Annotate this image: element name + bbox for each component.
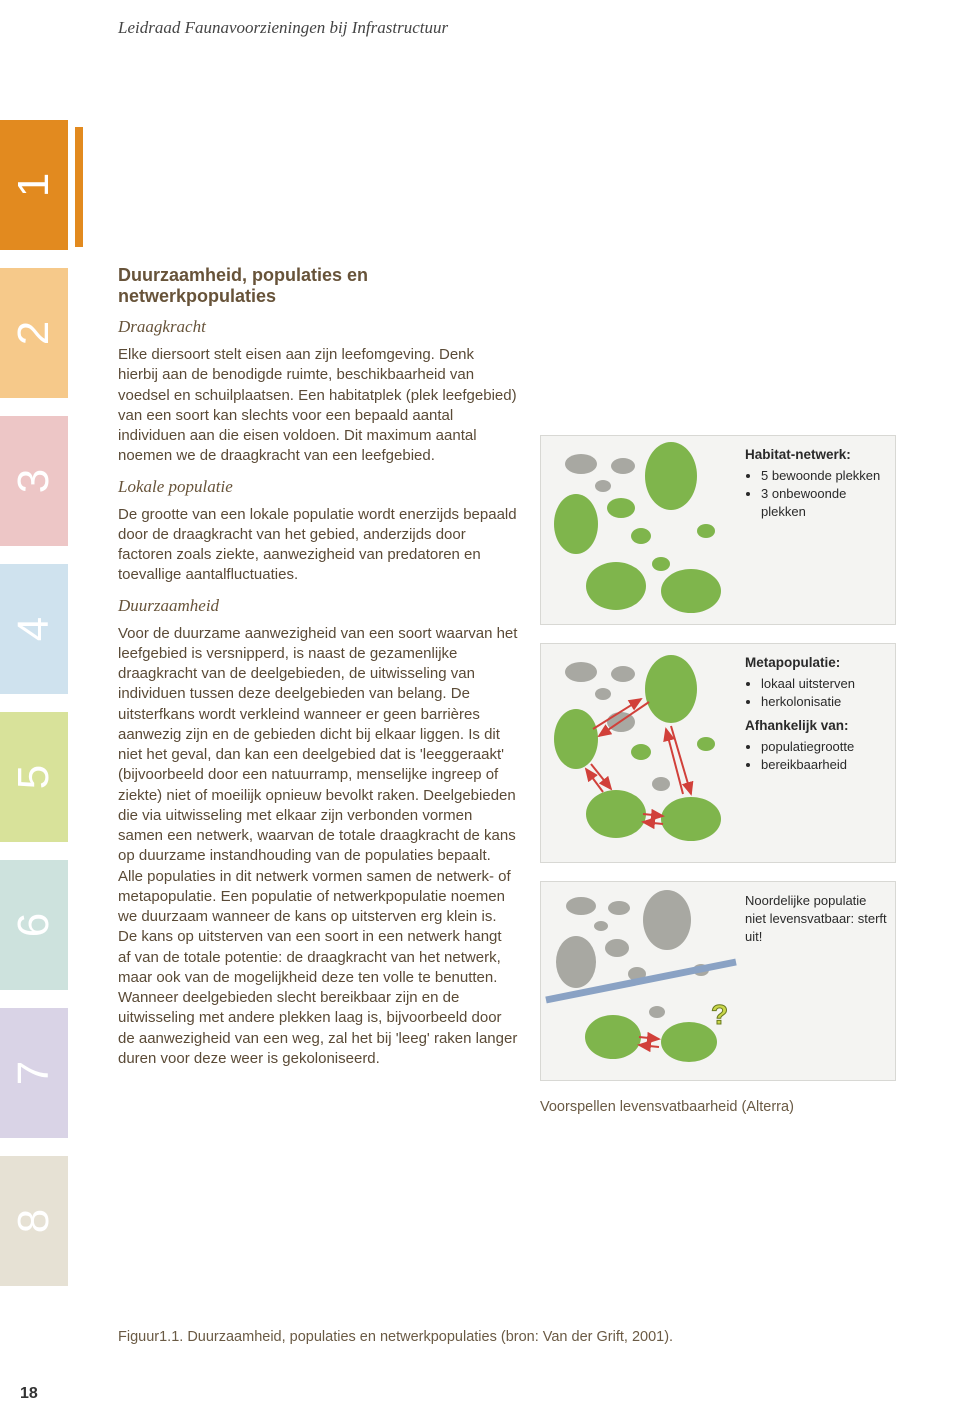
chapter-tab-label: 6 xyxy=(9,913,59,937)
subhead-duurzaamheid: Duurzaamheid xyxy=(118,596,518,616)
subhead-draagkracht: Draagkracht xyxy=(118,317,518,337)
chapter-tab-3[interactable]: 3 xyxy=(0,416,68,546)
text-column: Duurzaamheid, populaties en netwerkpopul… xyxy=(118,265,518,1115)
panel2-bullet4: bereikbaarheid xyxy=(761,756,855,774)
para-draagkracht: Elke diersoort stelt eisen aan zijn leef… xyxy=(118,345,518,467)
diagram-habitat xyxy=(541,436,741,624)
panel3-text: Noordelijke populatie niet levensvatbaar… xyxy=(745,893,887,944)
document-header: Leidraad Faunavoorzieningen bij Infrastr… xyxy=(118,18,448,38)
para-lokale: De grootte van een lokale populatie word… xyxy=(118,505,518,586)
panel-meta-text: Metapopulatie: lokaal uitsterven herkolo… xyxy=(741,644,863,791)
figure-panel-noordelijk: ? Noordelijke populatie niet levensvatba… xyxy=(540,881,896,1081)
para-duurzaamheid: Voor de duurzame aanwezigheid van een so… xyxy=(118,624,518,1070)
panel1-bullet2: 3 onbewoonde plekken xyxy=(761,485,887,521)
panel2-heading2: Afhankelijk van: xyxy=(745,718,849,733)
chapter-tab-4[interactable]: 4 xyxy=(0,564,68,694)
figure-panel-habitat: Habitat-netwerk: 5 bewoonde plekken 3 on… xyxy=(540,435,896,625)
panel2-bullet3: populatiegrootte xyxy=(761,738,855,756)
chapter-tab-1[interactable]: 1 xyxy=(0,120,68,250)
panel2-heading1: Metapopulatie: xyxy=(745,655,840,670)
figure-column: Habitat-netwerk: 5 bewoonde plekken 3 on… xyxy=(540,265,896,1115)
chapter-tabs: 1 2 3 4 5 6 7 8 xyxy=(0,120,68,1304)
panel2-bullet1: lokaal uitsterven xyxy=(761,675,855,693)
page-number: 18 xyxy=(20,1385,38,1403)
chapter-tab-label: 4 xyxy=(9,617,59,641)
panel-habitat-text: Habitat-netwerk: 5 bewoonde plekken 3 on… xyxy=(741,436,895,537)
svg-text:?: ? xyxy=(711,999,728,1030)
active-chapter-bar xyxy=(75,127,83,247)
chapter-tab-8[interactable]: 8 xyxy=(0,1156,68,1286)
subhead-lokale: Lokale populatie xyxy=(118,477,518,497)
panel1-bullet1: 5 bewoonde plekken xyxy=(761,467,887,485)
chapter-tab-label: 1 xyxy=(9,173,59,197)
diagram-noordelijk: ? xyxy=(541,882,741,1080)
chapter-tab-label: 8 xyxy=(9,1209,59,1233)
figure-number-caption: Figuur1.1. Duurzaamheid, populaties en n… xyxy=(118,1329,673,1345)
panel1-heading: Habitat-netwerk: xyxy=(745,447,851,462)
chapter-tab-label: 5 xyxy=(9,765,59,789)
chapter-tab-6[interactable]: 6 xyxy=(0,860,68,990)
main-content: Duurzaamheid, populaties en netwerkpopul… xyxy=(118,265,896,1115)
chapter-tab-label: 2 xyxy=(9,321,59,345)
box-title: Duurzaamheid, populaties en netwerkpopul… xyxy=(118,265,518,307)
panel-noord-text: Noordelijke populatie niet levensvatbaar… xyxy=(741,882,895,957)
chapter-tab-2[interactable]: 2 xyxy=(0,268,68,398)
panel2-bullet2: herkolonisatie xyxy=(761,693,855,711)
figure-panel-metapopulatie: Metapopulatie: lokaal uitsterven herkolo… xyxy=(540,643,896,863)
chapter-tab-label: 7 xyxy=(9,1061,59,1085)
chapter-tab-5[interactable]: 5 xyxy=(0,712,68,842)
chapter-tab-label: 3 xyxy=(9,469,59,493)
chapter-tab-7[interactable]: 7 xyxy=(0,1008,68,1138)
figure-caption: Voorspellen levensvatbaarheid (Alterra) xyxy=(540,1099,896,1115)
diagram-metapopulatie xyxy=(541,644,741,862)
